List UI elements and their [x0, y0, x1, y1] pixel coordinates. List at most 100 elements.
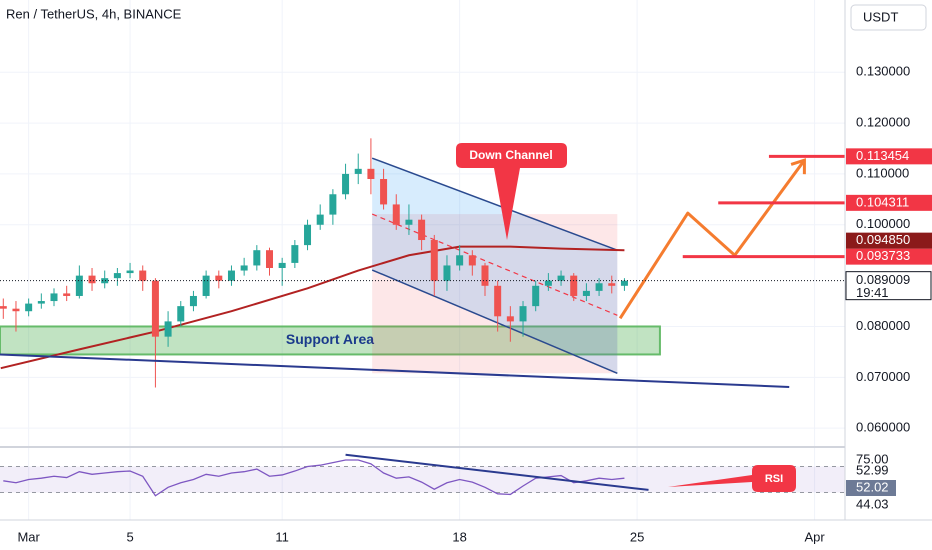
x-tick-label: Mar [17, 529, 40, 544]
price-tag [846, 248, 932, 265]
candle-body [278, 262, 286, 268]
candle-body [392, 204, 400, 225]
countdown-label: 19:41 [856, 285, 889, 300]
current-price-tag [845, 271, 932, 301]
price-tag-label: 0.093733 [856, 248, 910, 263]
price-tag [846, 148, 932, 165]
candle-body [50, 293, 58, 302]
candle-body [177, 306, 185, 322]
candle-body [557, 275, 565, 281]
candle-body [113, 273, 121, 279]
candle-body [75, 275, 83, 296]
candle-body [215, 275, 223, 281]
candle-body [443, 265, 451, 281]
moving-average [0, 245, 625, 370]
candle-body [582, 290, 590, 296]
y-tick-label: 0.120000 [856, 115, 910, 130]
current-price-label: 0.089009 [856, 272, 910, 287]
rsi-tag [846, 480, 896, 496]
candle-body [418, 219, 426, 241]
rsi-label: 44.03 [856, 496, 889, 511]
candle-body [253, 250, 261, 266]
candle-body [494, 285, 502, 317]
x-tick-label: 11 [275, 529, 289, 544]
x-tick-label: 18 [452, 529, 466, 544]
candle-body [342, 173, 350, 195]
candle-body [101, 278, 109, 284]
y-tick-label: 0.080000 [856, 318, 910, 333]
rsi-label: 52.02 [856, 479, 889, 494]
candle-body [227, 270, 235, 281]
candle-body [126, 270, 134, 274]
y-tick-label: 0.060000 [856, 420, 910, 435]
candle-body [380, 179, 388, 205]
y-tick-label: 0.070000 [856, 369, 910, 384]
x-tick-label: 5 [126, 529, 133, 544]
candle-body [570, 275, 578, 296]
candle-body [468, 255, 476, 266]
callout-text: Down Channel [469, 148, 552, 162]
price-tag [846, 232, 932, 249]
currency-label[interactable]: USDT [863, 9, 898, 24]
candle-body [0, 306, 7, 309]
candle-body [240, 265, 248, 271]
candle-body [595, 283, 603, 291]
candle-body [430, 240, 438, 281]
callout-text: RSI [765, 473, 783, 485]
price-tag-label: 0.104311 [856, 194, 909, 209]
candle-body [139, 270, 147, 281]
candle-body [316, 214, 324, 225]
candle-body [25, 303, 33, 312]
candle-body [532, 285, 540, 307]
candle-body [620, 280, 628, 286]
y-tick-label: 0.110000 [856, 165, 909, 180]
price-tag [846, 194, 932, 211]
candle-body [304, 224, 312, 246]
candle-body [481, 265, 489, 286]
candle-body [88, 275, 96, 284]
callout [668, 465, 796, 492]
candle-body [63, 293, 71, 296]
chart-title: Ren / TetherUS, 4h, BINANCE [6, 6, 182, 21]
candle-body [608, 283, 616, 286]
rsi-trendline [345, 453, 649, 491]
candle-body [12, 308, 20, 312]
candle-body [354, 168, 362, 174]
candle-body [544, 280, 552, 286]
candle-body [189, 295, 197, 307]
trendline [0, 353, 790, 388]
candle-body [265, 250, 273, 268]
candle-body [405, 219, 413, 225]
candle-body [506, 316, 514, 322]
arrow-head [790, 158, 806, 175]
y-tick-label: 0.100000 [856, 216, 910, 231]
rsi-band [0, 466, 845, 493]
candle-body [456, 255, 464, 266]
callout [456, 143, 567, 240]
candle-body [367, 168, 375, 180]
support-label: Support Area [286, 331, 374, 347]
price-tag-label: 0.094850 [856, 232, 910, 247]
candle-body [291, 245, 299, 263]
currency-button[interactable] [850, 4, 927, 31]
x-tick-label: Apr [804, 529, 825, 544]
price-tag-label: 0.113454 [856, 148, 909, 163]
rsi-label: 75.00 [856, 451, 889, 466]
x-tick-label: 25 [630, 529, 644, 544]
candle-body [202, 275, 210, 296]
y-tick-label: 0.130000 [856, 64, 910, 79]
support-area [0, 325, 661, 356]
rsi-line [3, 459, 625, 497]
candle-body [151, 280, 159, 337]
rsi-label: 52.99 [856, 462, 889, 477]
candle-body [329, 194, 337, 215]
candle-body [37, 301, 45, 304]
channel-line [371, 157, 618, 251]
candle-body [519, 306, 527, 322]
candle-body [164, 321, 172, 337]
projection [618, 159, 806, 320]
channel-fill [372, 158, 618, 374]
